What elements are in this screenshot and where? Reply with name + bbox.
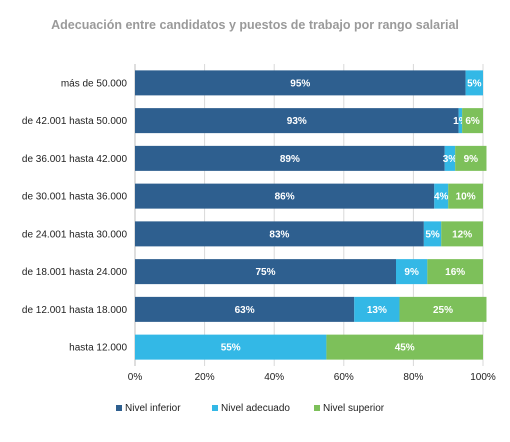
bar-segment <box>448 183 483 209</box>
bar-segment <box>135 70 466 96</box>
bar-segment <box>135 183 435 209</box>
bar-segment <box>396 259 428 285</box>
x-tick-label: 0% <box>128 372 143 383</box>
data-label: 95% <box>290 78 310 89</box>
data-label: 45% <box>395 343 415 354</box>
data-label: 75% <box>255 267 275 278</box>
category-label: de 24.001 hasta 30.000 <box>22 229 128 240</box>
data-label: 4% <box>434 192 449 203</box>
data-label: 89% <box>280 154 300 165</box>
legend-label: Nivel adecuado <box>221 403 290 414</box>
category-label: de 12.001 hasta 18.000 <box>22 305 128 316</box>
data-label: 5% <box>467 78 482 89</box>
data-label: 1% <box>453 116 468 127</box>
data-label: 25% <box>433 305 453 316</box>
bar-segment <box>326 334 483 360</box>
bar-segment <box>399 296 487 322</box>
data-label: 3% <box>443 154 458 165</box>
category-label: de 36.001 hasta 42.000 <box>22 154 128 165</box>
data-label: 86% <box>275 192 295 203</box>
x-tick-label: 60% <box>334 372 354 383</box>
data-label: 13% <box>367 305 387 316</box>
bar-segment <box>135 296 355 322</box>
bar-segment <box>354 296 400 322</box>
legend-swatch <box>212 405 218 411</box>
category-label: de 30.001 hasta 36.000 <box>22 192 128 203</box>
category-label: hasta 12.000 <box>69 343 127 354</box>
data-label: 16% <box>445 267 465 278</box>
chart-title: Adecuación entre candidatos y puestos de… <box>51 18 459 32</box>
bar-segment <box>135 108 459 134</box>
category-label: más de 50.000 <box>61 78 128 89</box>
legend-swatch <box>314 405 320 411</box>
data-label: 63% <box>235 305 255 316</box>
bar-segment <box>135 221 424 247</box>
data-label: 5% <box>425 229 440 240</box>
data-label: 9% <box>404 267 419 278</box>
data-label: 83% <box>269 229 289 240</box>
bar-segment <box>465 70 483 96</box>
bar-segment <box>135 259 396 285</box>
bar-segment <box>444 145 456 171</box>
category-label: de 42.001 hasta 50.000 <box>22 116 128 127</box>
legend-label: Nivel superior <box>323 403 385 414</box>
data-label: 6% <box>465 116 480 127</box>
bar-segment <box>423 221 442 247</box>
data-label: 10% <box>456 192 476 203</box>
data-label: 55% <box>221 343 241 354</box>
bar-segment <box>427 259 483 285</box>
bar-segment <box>458 108 463 134</box>
data-label: 93% <box>287 116 307 127</box>
x-tick-label: 100% <box>470 372 496 383</box>
data-label: 9% <box>464 154 479 165</box>
bar-segment <box>135 334 327 360</box>
legend-swatch <box>116 405 122 411</box>
bar-segment <box>441 221 483 247</box>
legend-label: Nivel inferior <box>125 403 181 414</box>
data-label: 12% <box>452 229 472 240</box>
category-label: de 18.001 hasta 24.000 <box>22 267 128 278</box>
bar-segment <box>135 145 445 171</box>
bar-segment <box>462 108 483 134</box>
bar-segment <box>434 183 449 209</box>
x-tick-label: 20% <box>195 372 215 383</box>
x-tick-label: 80% <box>403 372 423 383</box>
x-tick-label: 40% <box>264 372 284 383</box>
bar-segment <box>455 145 487 171</box>
